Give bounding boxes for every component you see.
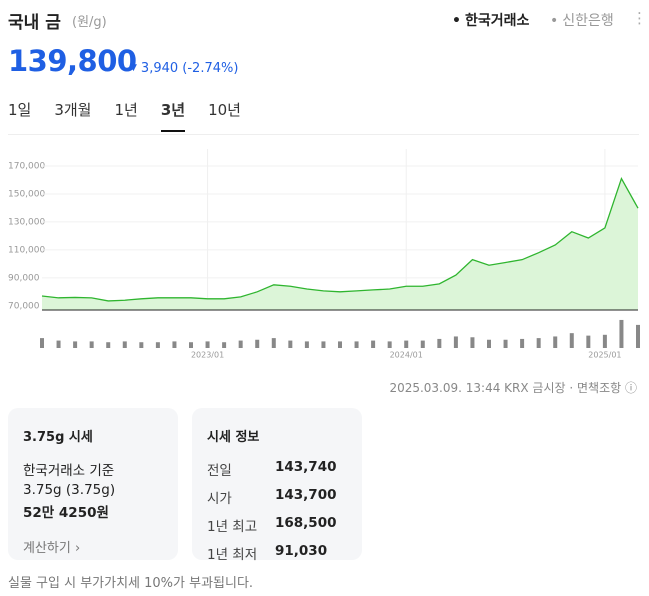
period-tab[interactable]: 3년	[160, 99, 186, 132]
timestamp-text: 2025.03.09. 13:44 KRX 금시장	[389, 381, 566, 395]
volume-bar	[503, 339, 508, 348]
volume-bar	[56, 340, 61, 348]
info-key: 1년 최고	[207, 519, 258, 535]
x-tick-label: 2024/01	[390, 351, 423, 360]
volume-bar	[122, 341, 127, 348]
info-key: 1년 최저	[207, 547, 258, 563]
period-tab[interactable]: 1년	[114, 101, 138, 119]
disclaimer[interactable]: 면책조항	[577, 381, 622, 395]
period-tabs: 1일 3개월 1년 3년 10년	[8, 99, 241, 132]
price-line	[41, 176, 639, 302]
y-tick-label: 170,000	[8, 161, 45, 171]
volume-bar	[420, 340, 425, 348]
volume-bar	[172, 341, 177, 348]
volume-bar	[470, 337, 475, 348]
info-value: 168,500	[275, 515, 337, 531]
x-tick-label: 2023/01	[191, 351, 224, 360]
volume-bar	[487, 339, 491, 348]
chart: 70,000 90,000 110,000 130,000 150,000 170,000…	[8, 149, 640, 360]
card-basis: 한국거래소 기준	[23, 463, 115, 479]
info-key: 시가	[207, 491, 232, 507]
card-weight: 3.75g (3.75g)	[23, 482, 116, 498]
more-menu[interactable]: ⋮	[632, 9, 647, 27]
title: 국내 금	[8, 13, 61, 33]
source-tab[interactable]: 신한은행	[550, 10, 614, 30]
info-row: 시가 143,700	[207, 487, 347, 507]
y-tick-label: 70,000	[8, 301, 40, 311]
volume-bar	[288, 340, 293, 348]
card-price: 52만 4250원	[23, 505, 109, 521]
volume-bar	[437, 338, 442, 348]
volume-bar	[321, 341, 326, 348]
volume-bar	[569, 333, 574, 348]
volume-bar	[387, 341, 392, 348]
volume-bar	[73, 341, 78, 348]
volume-bar	[189, 342, 193, 348]
volume-bar	[255, 339, 260, 348]
volume-bar	[602, 334, 607, 348]
volume-bar	[536, 338, 541, 348]
volume-bar	[338, 341, 342, 348]
volume-bar	[354, 341, 359, 348]
period-tab[interactable]: 10년	[208, 101, 241, 119]
volume-bar	[40, 338, 44, 348]
change-pct: (-2.74%)	[182, 61, 239, 76]
volume-bar	[238, 340, 243, 348]
timestamp: 2025.03.09. 13:44 KRX 금시장 · 면책조항 ⓘ	[389, 381, 637, 395]
volume-bar	[139, 342, 144, 348]
card-title: 시세 정보	[207, 430, 260, 445]
area	[42, 178, 638, 310]
volume-bar	[271, 338, 276, 348]
y-tick-label: 150,000	[8, 189, 45, 199]
info-value: 143,700	[275, 487, 337, 503]
volume-bar	[586, 335, 591, 348]
volume-bar	[619, 319, 624, 348]
volume-bar	[155, 342, 160, 348]
y-tick-label: 90,000	[8, 273, 40, 283]
volume-bar	[553, 336, 558, 348]
info-value: 143,740	[275, 459, 337, 475]
info-card: 시세 정보 전일 143,740 시가 143,700 1년 최고 168,500 1년 최…	[192, 408, 362, 563]
info-row: 1년 최저 91,030	[207, 543, 347, 563]
card-title: 3.75g 시세	[23, 430, 93, 445]
calc-link[interactable]: 계산하기	[23, 537, 163, 556]
volume-bar	[304, 341, 309, 348]
price: 139,800	[8, 44, 137, 78]
volume-bar	[106, 342, 111, 348]
volume-bar	[520, 338, 525, 348]
info-row: 전일 143,740	[207, 459, 347, 479]
change-value: 3,940	[140, 61, 179, 76]
change: 3,940 (-2.74%)	[130, 61, 239, 76]
info-row: 1년 최고 168,500	[207, 515, 347, 535]
y-tick-label: 110,000	[8, 245, 45, 255]
footer: 실물 구입 시 부가가치세 10%가 부과됩니다.	[8, 576, 254, 591]
y-tick-label: 130,000	[8, 217, 45, 227]
volume-bar	[453, 336, 458, 348]
divider	[8, 134, 639, 135]
period-tab[interactable]: 1일	[8, 101, 32, 119]
info-value: 91,030	[275, 543, 328, 559]
volume-bar	[205, 341, 210, 348]
source-tab[interactable]: 한국거래소	[452, 10, 529, 30]
price-card: 3.75g 시세 한국거래소 기준 3.75g (3.75g) 52만 4250…	[8, 408, 178, 560]
info-key: 전일	[207, 463, 232, 479]
unit: (원/g)	[72, 15, 107, 30]
volume-bar	[404, 340, 409, 348]
volume-bar	[371, 340, 376, 348]
volume-bar	[636, 324, 640, 348]
volume-bar	[222, 342, 227, 348]
volume-bar	[89, 341, 94, 348]
period-tab[interactable]: 3개월	[54, 101, 92, 119]
x-tick-label: 2025/01	[588, 351, 621, 360]
